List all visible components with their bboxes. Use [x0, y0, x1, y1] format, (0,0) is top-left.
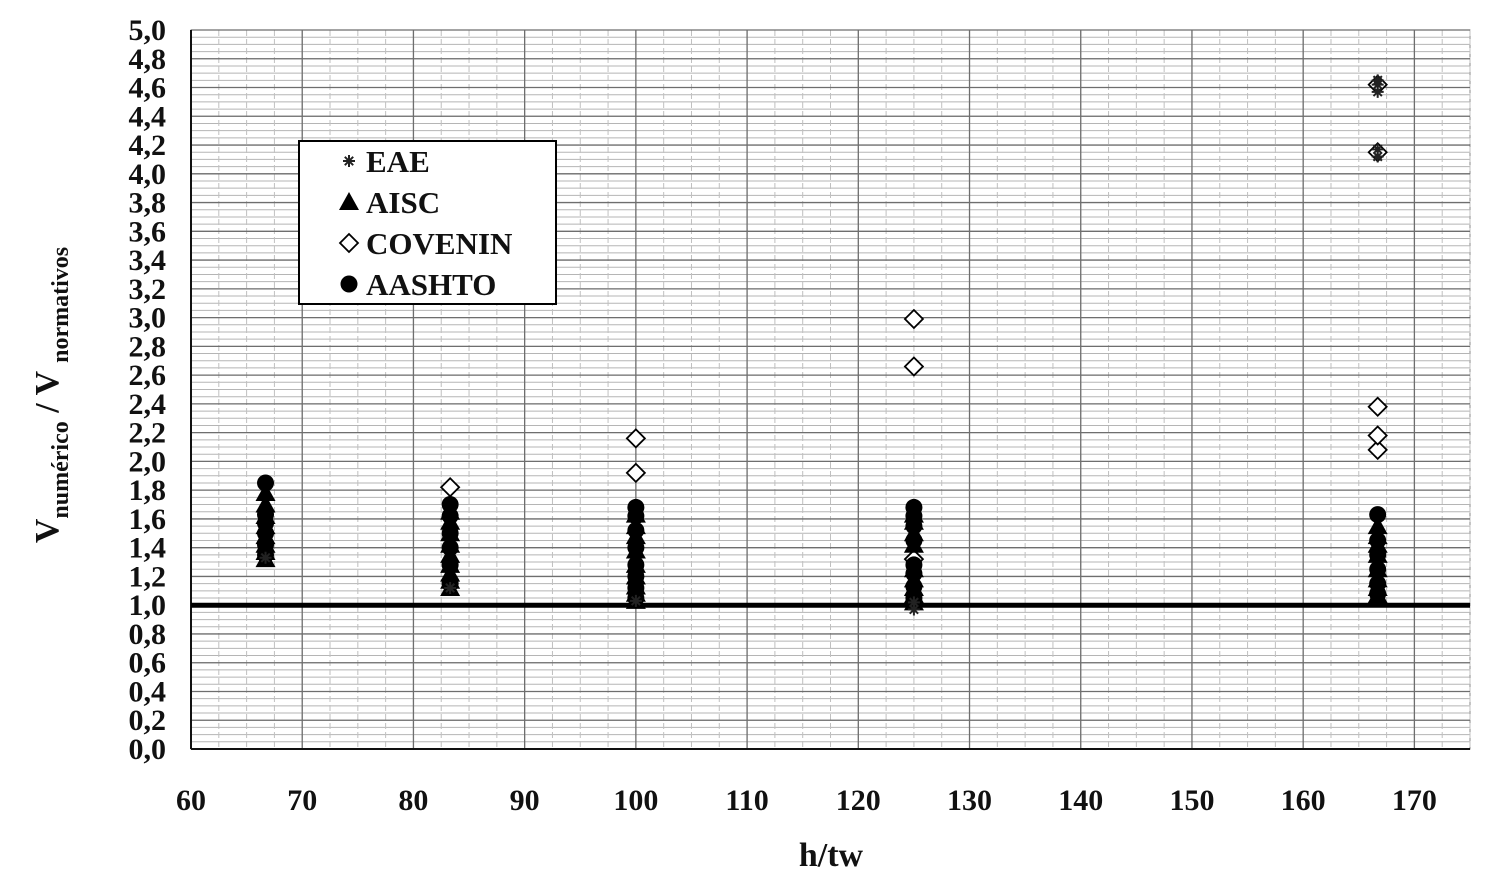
x-tick-label: 170 [1392, 784, 1437, 817]
point-aashto [1369, 546, 1387, 564]
x-axis-title: h/tw [799, 837, 864, 874]
point-eae [259, 551, 272, 564]
point-aashto [627, 498, 645, 516]
point-aashto [905, 556, 923, 574]
point-aisc [1367, 516, 1388, 535]
y-tick-label: 4,6 [129, 72, 167, 105]
point-aashto [1369, 531, 1387, 549]
y-tick-label: 0,8 [129, 618, 167, 651]
x-axis-ticks: 60 70 80 90 100 110 120 130 140 150 160 170 [176, 784, 1437, 817]
y-tick-label: 3,2 [129, 273, 167, 306]
x-tick-label: 70 [287, 784, 317, 817]
point-covenin [903, 308, 925, 330]
x-tick-label: 80 [398, 784, 428, 817]
point-aashto [441, 556, 459, 574]
legend-label-covenin: COVENIN [366, 226, 512, 261]
y-tick-label: 4,2 [129, 129, 167, 162]
y-tick-label: 2,4 [129, 388, 167, 421]
y-tick-label: 0,2 [129, 704, 167, 737]
point-aashto [1369, 506, 1387, 524]
point-aashto [905, 578, 923, 596]
y-axis-title-separator: / [29, 395, 66, 421]
legend-marker-aisc [339, 192, 359, 210]
point-eae [907, 596, 920, 609]
point-aashto [627, 539, 645, 557]
point-eae [444, 581, 457, 594]
point-aashto [1369, 560, 1387, 578]
point-aashto [627, 556, 645, 574]
y-axis-title-base-2: V [29, 370, 66, 395]
y-tick-label: 2,8 [129, 330, 167, 363]
point-eae [1371, 143, 1384, 156]
y-tick-label: 1,8 [129, 474, 167, 507]
series-aashto [257, 474, 1387, 607]
y-axis-ticks: 0,00,20,40,60,81,01,21,41,61,82,02,22,42… [129, 14, 167, 766]
y-tick-label: 2,0 [129, 445, 167, 478]
point-aisc [255, 483, 276, 502]
point-aashto [441, 539, 459, 557]
point-aashto [441, 524, 459, 542]
y-tick-label: 2,6 [129, 359, 167, 392]
y-axis-title-sub-2: normativos [48, 247, 74, 363]
y-tick-label: 5,0 [129, 14, 167, 47]
y-axis-title: Vnumérico / Vnormativos [29, 247, 74, 543]
y-tick-label: 4,8 [129, 43, 167, 76]
y-tick-label: 2,2 [129, 417, 167, 450]
legend-box [298, 140, 557, 305]
point-eae [1371, 150, 1384, 163]
y-tick-label: 3,0 [129, 302, 167, 335]
point-aashto [627, 521, 645, 539]
point-eae [629, 594, 642, 607]
y-tick-label: 3,4 [129, 244, 167, 277]
x-tick-label: 100 [613, 784, 658, 817]
x-tick-label: 120 [836, 784, 881, 817]
y-tick-label: 3,8 [129, 187, 167, 220]
legend-marker-covenin [338, 232, 360, 254]
point-eae [1371, 85, 1384, 98]
legend-marker-eae [343, 155, 355, 167]
y-tick-label: 0,4 [129, 675, 167, 708]
y-tick-label: 4,0 [129, 158, 167, 191]
point-aashto [905, 531, 923, 549]
legend-marker-aashto [340, 275, 358, 293]
point-aashto [257, 474, 275, 492]
point-covenin [625, 428, 647, 449]
y-tick-label: 0,6 [129, 647, 167, 680]
point-aashto [257, 506, 275, 524]
y-axis-title-sub-1: numérico [48, 421, 74, 518]
point-eae [1371, 74, 1384, 87]
y-tick-label: 3,6 [129, 215, 167, 248]
y-tick-label: 1,2 [129, 560, 167, 593]
legend: EAE AISC COVENIN AASHTO [298, 140, 557, 305]
point-covenin [1367, 439, 1388, 461]
y-tick-label: 0,0 [129, 733, 167, 766]
point-eae [907, 603, 920, 616]
y-axis-title-base-1: V [29, 518, 66, 543]
x-tick-label: 110 [725, 784, 768, 817]
data-points [255, 74, 1388, 616]
point-covenin [1367, 396, 1388, 418]
x-tick-label: 140 [1058, 784, 1103, 817]
x-tick-label: 130 [947, 784, 992, 817]
x-tick-label: 160 [1281, 784, 1326, 817]
x-tick-label: 150 [1169, 784, 1214, 817]
y-tick-label: 1,6 [129, 503, 167, 536]
point-aashto [441, 496, 459, 514]
point-covenin [903, 356, 925, 377]
point-aashto [905, 498, 923, 516]
minor-gridlines [190, 29, 1471, 750]
legend-label-aisc: AISC [366, 185, 440, 220]
y-tick-label: 1,4 [129, 532, 167, 565]
x-tick-label: 90 [510, 784, 540, 817]
legend-label-aashto: AASHTO [366, 267, 496, 302]
point-covenin [1367, 425, 1388, 446]
series-eae [259, 74, 1384, 616]
point-covenin [625, 462, 647, 484]
x-tick-label: 60 [176, 784, 206, 817]
y-tick-label: 4,4 [129, 100, 167, 133]
legend-label-eae: EAE [366, 144, 430, 179]
point-aashto [1369, 575, 1387, 593]
y-tick-label: 1,0 [129, 589, 167, 622]
